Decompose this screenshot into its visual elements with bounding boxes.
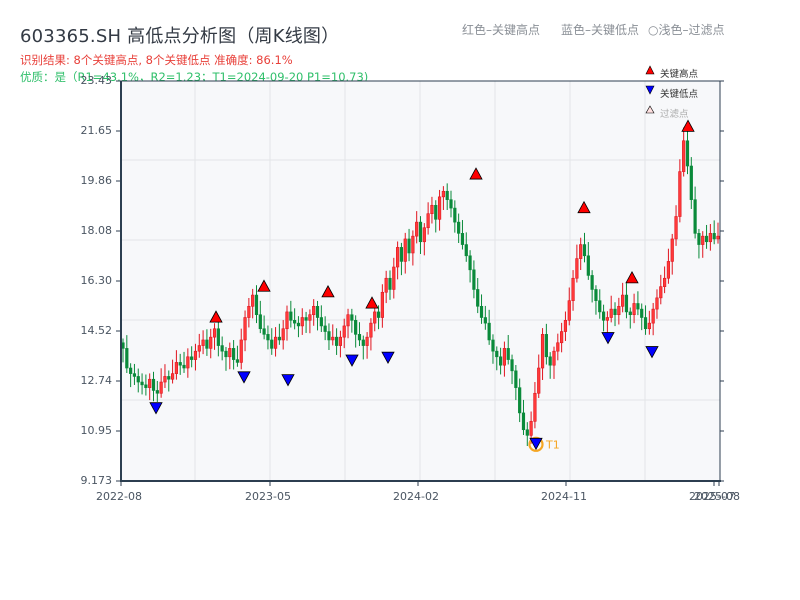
top-legend-light: ○浅色–过滤点 — [648, 23, 725, 37]
y-tick-label: 10.95 — [80, 424, 113, 437]
y-tick-label: 19.86 — [80, 174, 113, 187]
gridlines — [121, 81, 720, 481]
svg-text:T1: T1 — [545, 438, 560, 451]
y-tick-label: 12.74 — [80, 374, 113, 387]
chart-title: 603365.SH 高低点分析图（周K线图） — [20, 26, 340, 47]
x-tick-label: 2025-08 — [694, 490, 740, 503]
legend-filtered-label: 过滤点 — [660, 109, 689, 120]
x-tick-label: 2025-07 — [689, 490, 735, 503]
x-tick-label: 2024-02 — [393, 490, 439, 503]
y-tick-label: 18.08 — [80, 224, 113, 237]
top-legend-blue: 蓝色–关键低点 — [561, 23, 640, 37]
x-tick-label: 2024-11 — [541, 490, 587, 503]
y-tick-label: 23.43 — [80, 74, 113, 87]
markers: T1 — [149, 119, 695, 452]
x-tick-label: 2023-05 — [245, 490, 291, 503]
y-tick-label: 9.173 — [80, 474, 113, 487]
result-summary: 识别结果: 8个关键高点, 8个关键低点 准确度: 86.1% — [20, 53, 293, 67]
candles — [121, 127, 720, 447]
x-tick-label: 2022-08 — [96, 490, 142, 503]
legend-low-label: 关键低点 — [660, 89, 699, 100]
legend-high-label: 关键高点 — [660, 69, 699, 80]
top-legend-red: 红色–关键高点 — [462, 23, 541, 37]
y-tick-label: 21.65 — [80, 124, 113, 137]
y-tick-label: 14.52 — [80, 324, 113, 337]
axes — [116, 80, 724, 486]
y-tick-label: 16.30 — [80, 274, 113, 287]
